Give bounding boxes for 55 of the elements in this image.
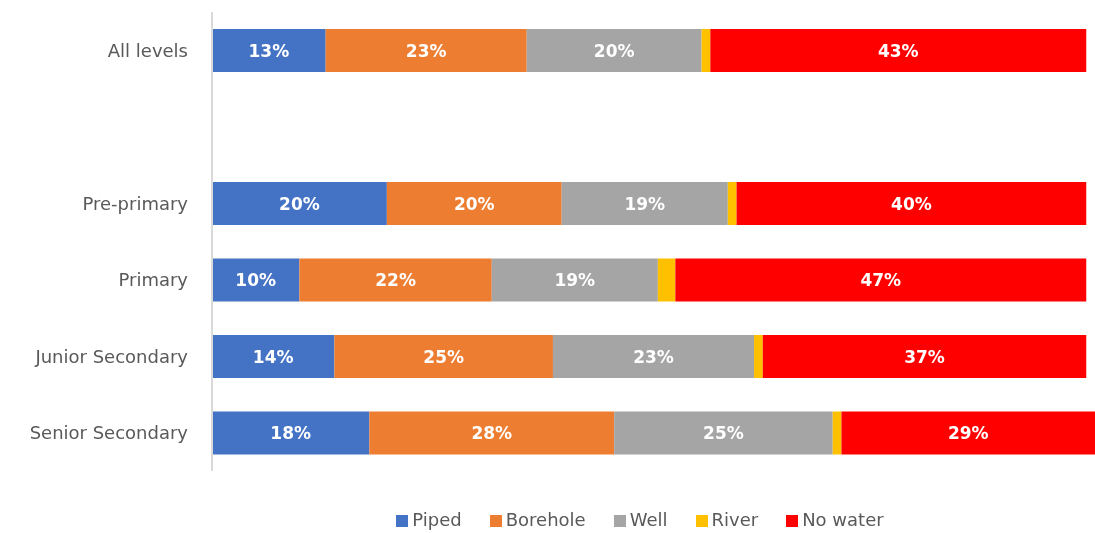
y-tick-label: Pre-primary xyxy=(82,192,189,214)
bar xyxy=(614,411,833,455)
data-label: 20% xyxy=(279,193,320,214)
data-label: 23% xyxy=(633,346,674,367)
bar xyxy=(754,335,763,378)
legend-label: River xyxy=(711,509,759,530)
legend-label: Well xyxy=(629,509,668,530)
data-label: 20% xyxy=(593,40,635,61)
bar xyxy=(299,258,492,302)
data-label: 14% xyxy=(252,346,294,367)
data-label: 23% xyxy=(405,40,447,61)
data-label: 37% xyxy=(904,346,945,367)
bar xyxy=(212,335,335,378)
bar xyxy=(369,411,615,455)
bar xyxy=(386,182,562,225)
data-label: 25% xyxy=(423,346,465,367)
bar xyxy=(212,182,387,225)
legend-label: Borehole xyxy=(505,509,586,530)
bar xyxy=(526,29,702,72)
y-tick-label: Primary xyxy=(118,269,189,291)
data-label: 13% xyxy=(248,40,290,61)
data-label: 40% xyxy=(891,193,932,214)
bar xyxy=(212,411,370,455)
data-label: 28% xyxy=(471,423,513,443)
bar xyxy=(561,182,728,225)
bar xyxy=(491,258,658,302)
bar xyxy=(675,258,1087,302)
y-tick-label: All levels xyxy=(107,39,188,61)
bar xyxy=(657,258,676,302)
y-tick-label: Senior Secondary xyxy=(29,422,189,444)
y-tick-label: Junior Secondary xyxy=(34,345,189,367)
data-label: 29% xyxy=(947,423,989,443)
bar xyxy=(701,29,711,72)
bar xyxy=(212,258,300,302)
legend-label: No water xyxy=(802,509,884,530)
bar xyxy=(727,182,737,225)
data-label: 18% xyxy=(270,423,312,443)
data-label: 22% xyxy=(375,270,416,290)
bar xyxy=(710,29,1087,72)
data-label: 20% xyxy=(453,193,495,214)
bar xyxy=(841,411,1095,455)
bar xyxy=(334,335,553,378)
bar xyxy=(832,411,842,455)
data-label: 10% xyxy=(235,270,277,290)
data-label: 43% xyxy=(877,40,919,61)
bar xyxy=(736,182,1087,225)
bar xyxy=(552,335,755,378)
data-label: 19% xyxy=(554,270,596,290)
legend-label: Piped xyxy=(412,509,462,530)
bar xyxy=(325,29,527,72)
bar xyxy=(212,29,326,72)
data-label: 47% xyxy=(860,270,902,290)
bar xyxy=(762,335,1087,378)
data-label: 19% xyxy=(624,193,666,214)
data-label: 25% xyxy=(703,423,744,443)
